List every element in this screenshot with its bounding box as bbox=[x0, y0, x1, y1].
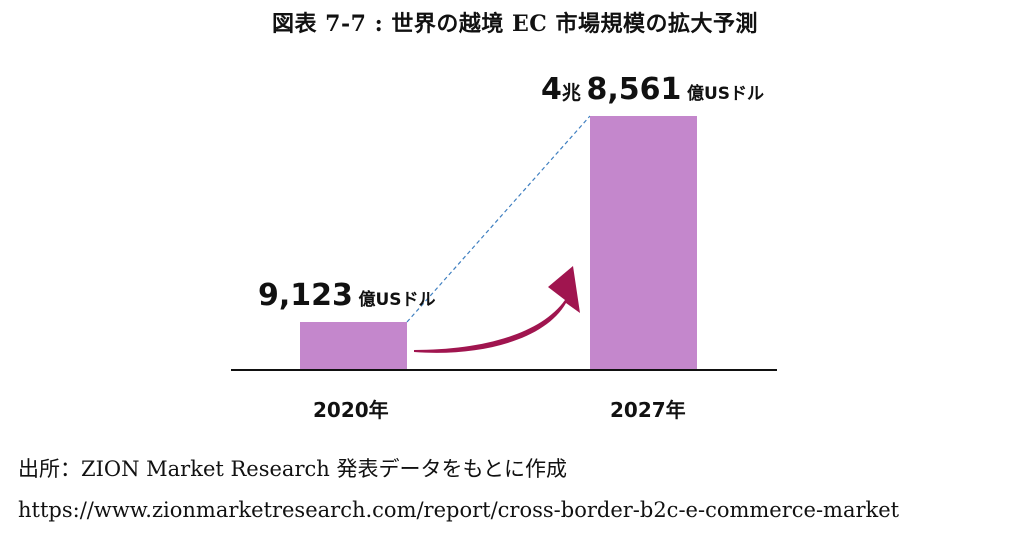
value-number: 9,123 bbox=[258, 278, 353, 313]
value-number: 8,561 bbox=[586, 72, 682, 107]
value-unit: 億USドル bbox=[358, 290, 436, 310]
x-axis-line bbox=[231, 369, 777, 371]
x-tick-2020: 2020年 bbox=[313, 398, 389, 422]
source-url: https://www.zionmarketresearch.com/repor… bbox=[18, 498, 900, 522]
source-note: 出所：ZION Market Research 発表データをもとに作成 bbox=[18, 457, 568, 481]
trend-dashed-line bbox=[406, 115, 591, 323]
bar-2027 bbox=[590, 116, 697, 370]
value-prefix-number: 4 bbox=[541, 72, 562, 107]
value-label-2020: 9,123 億USドル bbox=[258, 278, 436, 313]
value-label-2027: 4兆 8,561 億USドル bbox=[541, 72, 764, 107]
x-tick-2027: 2027年 bbox=[610, 398, 686, 422]
chart-title: 図表 7-7 : 世界の越境 EC 市場規模の拡大予測 bbox=[272, 11, 758, 37]
value-unit: 億USドル bbox=[686, 84, 765, 104]
value-prefix-unit: 兆 bbox=[561, 82, 581, 104]
growth-arrow-icon bbox=[414, 266, 580, 353]
bar-2020 bbox=[300, 322, 407, 370]
